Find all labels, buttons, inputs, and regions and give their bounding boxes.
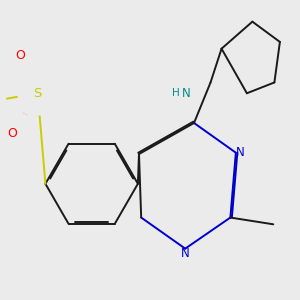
Text: N: N xyxy=(236,146,245,159)
Text: H: H xyxy=(172,88,180,98)
Text: N: N xyxy=(182,87,190,100)
Text: N: N xyxy=(181,248,190,260)
Text: O: O xyxy=(15,49,25,62)
Text: S: S xyxy=(34,87,42,100)
Text: O: O xyxy=(8,127,17,140)
